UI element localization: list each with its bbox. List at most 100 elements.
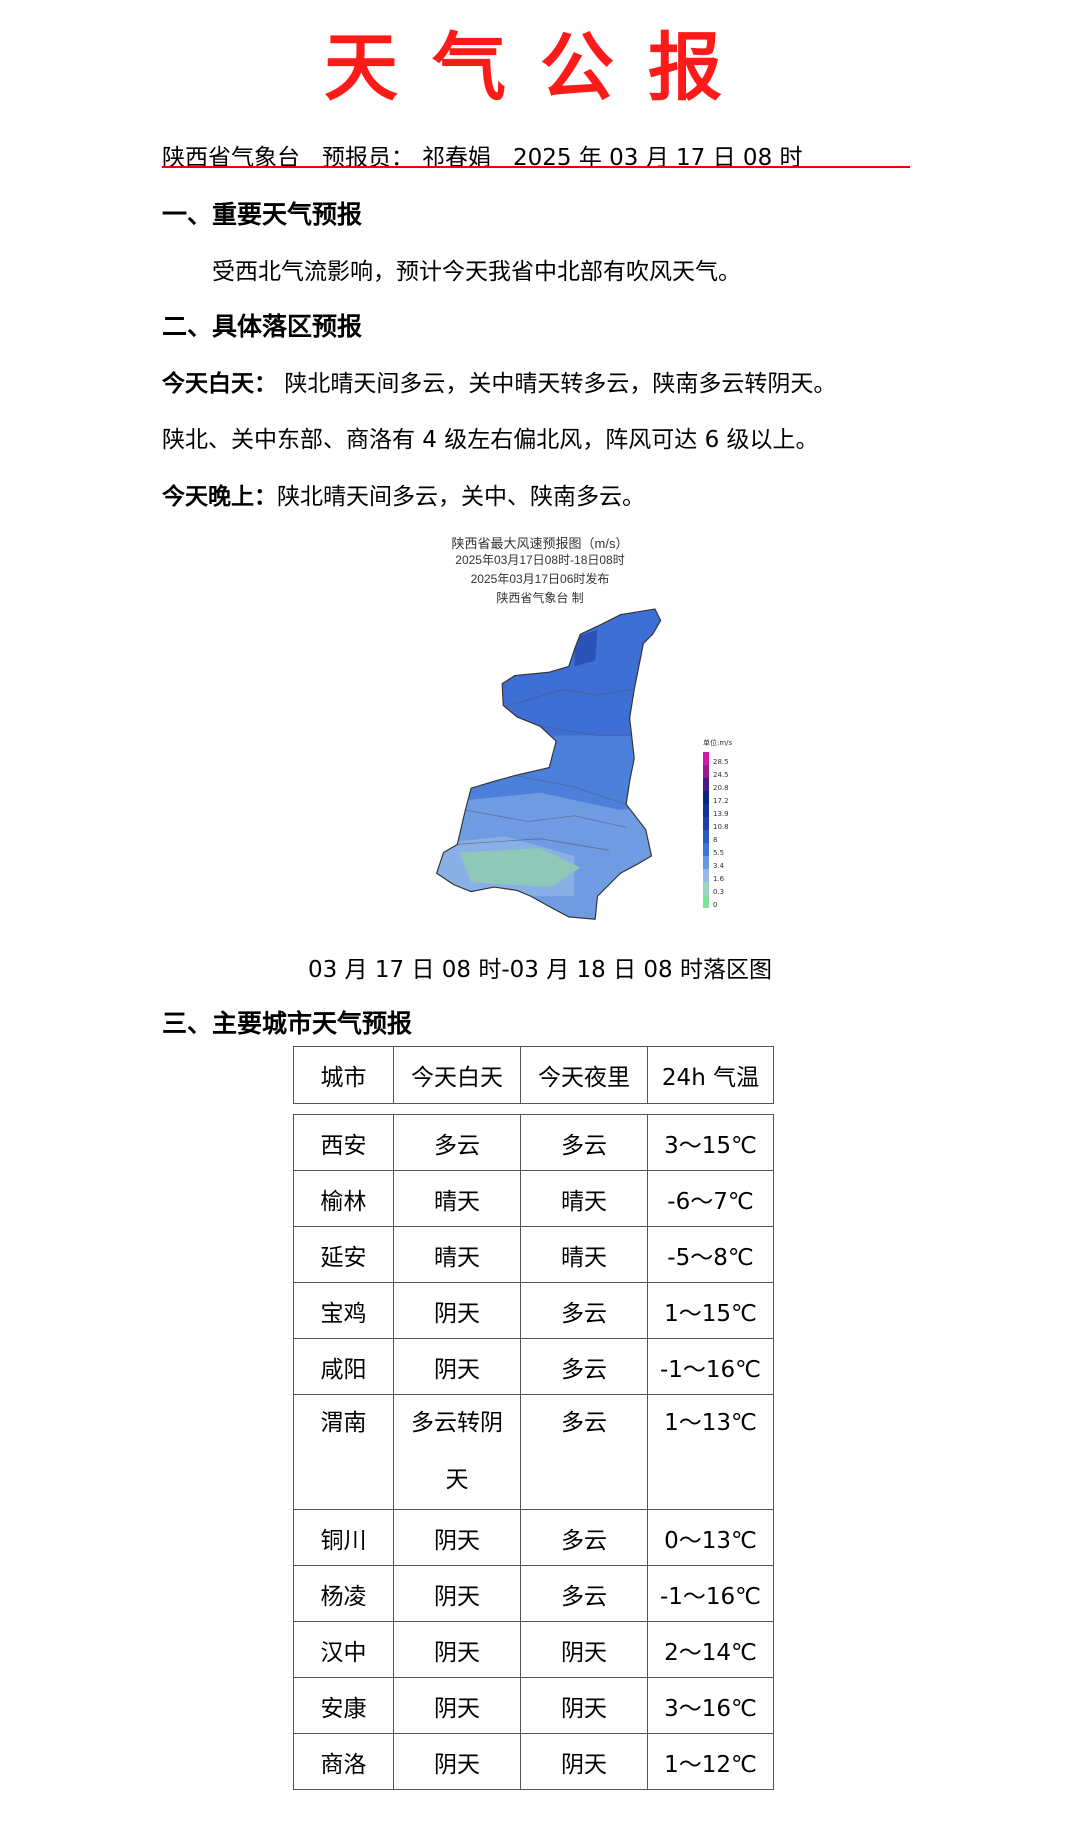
wind-forecast: 陕北、关中东部、商洛有 4 级左右偏北风，阵风可达 6 级以上。 <box>162 427 819 453</box>
city: 渭南 <box>293 1394 394 1510</box>
day-weather: 阴天 <box>393 1509 521 1566</box>
table-row: 汉中 阴天 阴天 2～14℃ <box>293 1621 774 1678</box>
day-weather: 阴天 <box>393 1621 521 1678</box>
day-text: 陕北晴天间多云，关中晴天转多云，陕南多云转阴天。 <box>284 371 837 397</box>
temperature: 3～15℃ <box>647 1114 774 1171</box>
legend-swatch: 28.5 <box>703 752 743 766</box>
legend-swatch: 17.2 <box>703 791 743 805</box>
section3-heading: 三、主要城市天气预报 <box>162 1009 413 1038</box>
table-row: 杨凌 阴天 多云 -1～16℃ <box>293 1565 774 1622</box>
map-title: 陕西省最大风速预报图（m/s） <box>451 536 629 551</box>
night-forecast: 今天晚上：陕北晴天间多云，关中、陕南多云。 <box>162 477 645 511</box>
city-forecast-table: 城市 今天白天 今天夜里 24h 气温 西安 多云 多云 3～15℃ 榆林 晴天 晴天 -6～… <box>293 1046 774 1790</box>
temperature: -1～16℃ <box>647 1565 774 1622</box>
day-weather: 阴天 <box>393 1733 521 1790</box>
city: 安康 <box>293 1677 394 1734</box>
legend-swatch: 8 <box>703 830 743 844</box>
table-row: 榆林 晴天 晴天 -6～7℃ <box>293 1170 774 1227</box>
night-weather: 多云 <box>520 1114 648 1171</box>
night-weather: 晴天 <box>520 1226 648 1283</box>
legend-swatch: 0 <box>703 895 743 909</box>
day-weather: 阴天 <box>393 1338 521 1395</box>
day-weather: 晴天 <box>393 1226 521 1283</box>
legend-swatch: 10.8 <box>703 817 743 831</box>
legend-swatch: 20.8 <box>703 778 743 792</box>
legend-value: 0.3 <box>713 888 725 896</box>
table-row: 咸阳 阴天 多云 -1～16℃ <box>293 1338 774 1395</box>
night-weather: 多云 <box>520 1565 648 1622</box>
legend-value: 13.9 <box>713 810 729 818</box>
day-weather: 晴天 <box>393 1170 521 1227</box>
legend-swatch: 3.4 <box>703 856 743 870</box>
map-caption: 03 月 17 日 08 时-03 月 18 日 08 时落区图 <box>307 957 772 983</box>
day-forecast: 今天白天： 陕北晴天间多云，关中晴天转多云，陕南多云转阴天。 <box>162 364 836 398</box>
legend-value: 3.4 <box>713 862 725 870</box>
legend-value: 5.5 <box>713 849 725 857</box>
day-weather: 阴天 <box>393 1565 521 1622</box>
night-weather: 阴天 <box>520 1733 648 1790</box>
city: 商洛 <box>293 1733 394 1790</box>
day-label: 今天白天： <box>162 371 277 397</box>
wind-legend: 28.5 24.5 20.8 17.2 13.9 10.8 8 5.5 3.4 1.6 0.3 0 <box>703 752 743 909</box>
section1-text: 受西北气流影响，预计今天我省中北部有吹风天气。 <box>212 259 741 285</box>
day-weather: 多云转阴天 <box>393 1394 521 1510</box>
legend-swatch: 24.5 <box>703 765 743 779</box>
map-producer: 陕西省气象台 制 <box>496 591 584 605</box>
table-row: 渭南 多云转阴天 多云 1～13℃ <box>293 1394 774 1510</box>
col-city: 城市 <box>293 1046 394 1104</box>
header-divider <box>162 166 910 168</box>
legend-swatch: 5.5 <box>703 843 743 857</box>
night-label: 今天晚上： <box>162 484 277 510</box>
legend-swatch: 0.3 <box>703 882 743 896</box>
temperature: 2～14℃ <box>647 1621 774 1678</box>
day-weather: 阴天 <box>393 1677 521 1734</box>
legend-unit: 单位:m/s <box>703 739 733 747</box>
night-weather: 多云 <box>520 1509 648 1566</box>
section1-heading: 一、重要天气预报 <box>162 200 363 229</box>
temperature: -5～8℃ <box>647 1226 774 1283</box>
legend-value: 1.6 <box>713 875 725 883</box>
table-row: 延安 晴天 晴天 -5～8℃ <box>293 1226 774 1283</box>
temperature: 1～15℃ <box>647 1282 774 1339</box>
legend-value: 28.5 <box>713 758 729 766</box>
night-weather: 阴天 <box>520 1677 648 1734</box>
table-row: 安康 阴天 阴天 3～16℃ <box>293 1677 774 1734</box>
temperature: -1～16℃ <box>647 1338 774 1395</box>
legend-value: 20.8 <box>713 784 729 792</box>
legend-value: 0 <box>713 901 718 909</box>
map-period: 2025年03月17日08时-18日08时 <box>455 553 625 567</box>
temperature: 0～13℃ <box>647 1509 774 1566</box>
night-weather: 阴天 <box>520 1621 648 1678</box>
legend-swatch: 1.6 <box>703 869 743 883</box>
table-header-row: 城市 今天白天 今天夜里 24h 气温 <box>293 1046 774 1104</box>
night-weather: 多云 <box>520 1338 648 1395</box>
night-weather: 多云 <box>520 1282 648 1339</box>
legend-swatch: 13.9 <box>703 804 743 818</box>
col-day: 今天白天 <box>393 1046 521 1104</box>
night-weather: 多云 <box>520 1394 648 1510</box>
col-night: 今天夜里 <box>520 1046 648 1104</box>
table-row: 商洛 阴天 阴天 1～12℃ <box>293 1733 774 1790</box>
page-title: 天气公报 <box>324 25 756 111</box>
table-row: 宝鸡 阴天 多云 1～15℃ <box>293 1282 774 1339</box>
night-weather: 晴天 <box>520 1170 648 1227</box>
map-issued: 2025年03月17日06时发布 <box>470 572 610 586</box>
day-weather: 多云 <box>393 1114 521 1171</box>
section2-heading: 二、具体落区预报 <box>162 312 363 341</box>
temperature: 1～13℃ <box>647 1394 774 1510</box>
city: 西安 <box>293 1114 394 1171</box>
city: 汉中 <box>293 1621 394 1678</box>
city: 咸阳 <box>293 1338 394 1395</box>
temperature: 1～12℃ <box>647 1733 774 1790</box>
temperature: -6～7℃ <box>647 1170 774 1227</box>
table-row: 西安 多云 多云 3～15℃ <box>293 1114 774 1171</box>
legend-value: 8 <box>713 836 718 844</box>
col-temp: 24h 气温 <box>647 1046 774 1104</box>
city: 榆林 <box>293 1170 394 1227</box>
day-weather: 阴天 <box>393 1282 521 1339</box>
table-row: 铜川 阴天 多云 0～13℃ <box>293 1509 774 1566</box>
legend-value: 24.5 <box>713 771 729 779</box>
city: 宝鸡 <box>293 1282 394 1339</box>
legend-value: 10.8 <box>713 823 729 831</box>
city: 杨凌 <box>293 1565 394 1622</box>
